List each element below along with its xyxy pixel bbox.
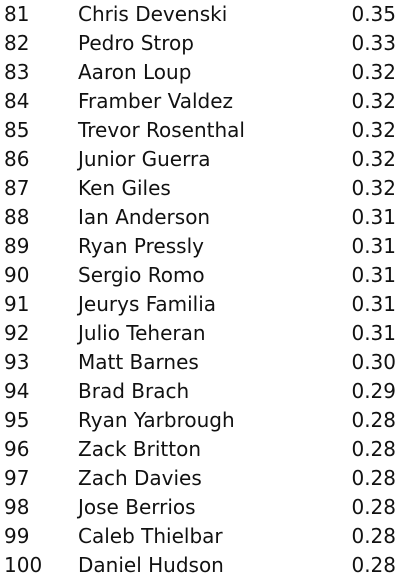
rank-cell: 87 xyxy=(4,176,30,200)
player-name-cell: Jose Berrios xyxy=(78,495,196,519)
value-cell: 0.33 xyxy=(351,31,396,55)
rank-cell: 89 xyxy=(4,234,30,258)
table-row: 93 Matt Barnes 0.30 xyxy=(0,348,408,377)
value-cell: 0.32 xyxy=(351,118,396,142)
player-name-cell: Pedro Strop xyxy=(78,31,194,55)
value-cell: 0.31 xyxy=(351,292,396,316)
player-name-cell: Matt Barnes xyxy=(78,350,199,374)
player-name-cell: Ryan Yarbrough xyxy=(78,408,235,432)
rank-cell: 82 xyxy=(4,31,30,55)
player-name-cell: Junior Guerra xyxy=(78,147,211,171)
table-row: 83 Aaron Loup 0.32 xyxy=(0,58,408,87)
table-row: 94 Brad Brach 0.29 xyxy=(0,377,408,406)
rank-cell: 100 xyxy=(4,553,43,577)
value-cell: 0.28 xyxy=(351,437,396,461)
table-row: 91 Jeurys Familia 0.31 xyxy=(0,290,408,319)
player-name-cell: Ken Giles xyxy=(78,176,171,200)
value-cell: 0.28 xyxy=(351,553,396,577)
table-row: 90 Sergio Romo 0.31 xyxy=(0,261,408,290)
player-name-cell: Brad Brach xyxy=(78,379,190,403)
value-cell: 0.31 xyxy=(351,321,396,345)
rank-cell: 95 xyxy=(4,408,30,432)
table-row: 85 Trevor Rosenthal 0.32 xyxy=(0,116,408,145)
rank-cell: 83 xyxy=(4,60,30,84)
value-cell: 0.32 xyxy=(351,176,396,200)
rank-cell: 81 xyxy=(4,2,30,26)
player-name-cell: Julio Teheran xyxy=(78,321,206,345)
value-cell: 0.32 xyxy=(351,89,396,113)
table-row: 100 Daniel Hudson 0.28 xyxy=(0,551,408,580)
value-cell: 0.28 xyxy=(351,495,396,519)
value-cell: 0.31 xyxy=(351,263,396,287)
player-name-cell: Aaron Loup xyxy=(78,60,192,84)
rank-cell: 92 xyxy=(4,321,30,345)
table-row: 95 Ryan Yarbrough 0.28 xyxy=(0,406,408,435)
table-row: 98 Jose Berrios 0.28 xyxy=(0,493,408,522)
player-name-cell: Caleb Thielbar xyxy=(78,524,223,548)
player-name-cell: Ryan Pressly xyxy=(78,234,204,258)
player-name-cell: Chris Devenski xyxy=(78,2,228,26)
value-cell: 0.31 xyxy=(351,234,396,258)
value-cell: 0.28 xyxy=(351,408,396,432)
table-row: 96 Zack Britton 0.28 xyxy=(0,435,408,464)
table-row: 88 Ian Anderson 0.31 xyxy=(0,203,408,232)
rank-cell: 85 xyxy=(4,118,30,142)
rank-cell: 96 xyxy=(4,437,30,461)
rank-cell: 88 xyxy=(4,205,30,229)
value-cell: 0.32 xyxy=(351,147,396,171)
player-name-cell: Trevor Rosenthal xyxy=(78,118,245,142)
player-name-cell: Jeurys Familia xyxy=(78,292,217,316)
player-name-cell: Framber Valdez xyxy=(78,89,234,113)
player-name-cell: Zack Britton xyxy=(78,437,201,461)
table-row: 82 Pedro Strop 0.33 xyxy=(0,29,408,58)
table-row: 81 Chris Devenski 0.35 xyxy=(0,0,408,29)
value-cell: 0.28 xyxy=(351,524,396,548)
table-row: 99 Caleb Thielbar 0.28 xyxy=(0,522,408,551)
value-cell: 0.29 xyxy=(351,379,396,403)
rank-cell: 98 xyxy=(4,495,30,519)
table-row: 92 Julio Teheran 0.31 xyxy=(0,319,408,348)
table-row: 89 Ryan Pressly 0.31 xyxy=(0,232,408,261)
value-cell: 0.35 xyxy=(351,2,396,26)
rank-cell: 99 xyxy=(4,524,30,548)
table-row: 87 Ken Giles 0.32 xyxy=(0,174,408,203)
table-row: 86 Junior Guerra 0.32 xyxy=(0,145,408,174)
rank-cell: 86 xyxy=(4,147,30,171)
player-name-cell: Zach Davies xyxy=(78,466,202,490)
rank-cell: 84 xyxy=(4,89,30,113)
player-name-cell: Sergio Romo xyxy=(78,263,205,287)
table-row: 97 Zach Davies 0.28 xyxy=(0,464,408,493)
table-row: 84 Framber Valdez 0.32 xyxy=(0,87,408,116)
rank-cell: 91 xyxy=(4,292,30,316)
rank-cell: 93 xyxy=(4,350,30,374)
rank-cell: 97 xyxy=(4,466,30,490)
value-cell: 0.32 xyxy=(351,60,396,84)
value-cell: 0.28 xyxy=(351,466,396,490)
value-cell: 0.30 xyxy=(351,350,396,374)
rank-cell: 90 xyxy=(4,263,30,287)
value-cell: 0.31 xyxy=(351,205,396,229)
rank-cell: 94 xyxy=(4,379,30,403)
player-name-cell: Daniel Hudson xyxy=(78,553,224,577)
player-name-cell: Ian Anderson xyxy=(78,205,211,229)
